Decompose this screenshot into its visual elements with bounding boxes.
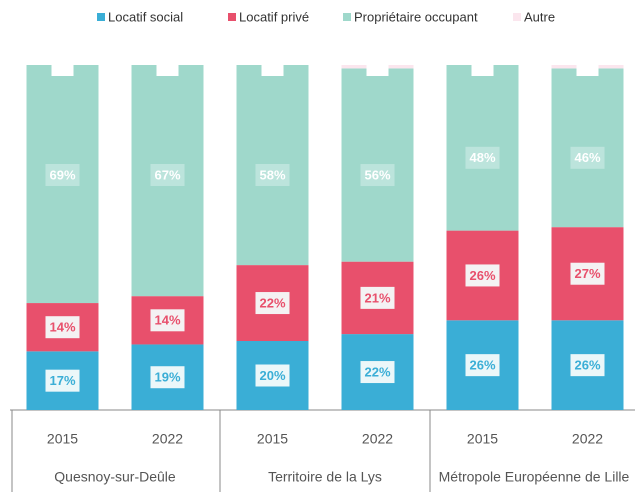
value-label: 17% (49, 373, 75, 388)
bar-segment (446, 65, 519, 231)
value-label-box (255, 164, 290, 186)
bar-segment (551, 68, 624, 228)
bar-notch (51, 64, 74, 76)
value-label: 22% (364, 364, 390, 379)
x-tick-label: 2015 (257, 431, 288, 447)
value-label-box (465, 354, 500, 377)
value-label-box (570, 354, 605, 377)
x-tick-label: 2015 (47, 431, 78, 447)
x-tick-label: 2022 (152, 431, 183, 447)
bar-notch (366, 64, 389, 76)
bar-segment (26, 65, 99, 304)
value-label: 20% (259, 368, 285, 383)
bar-segment (341, 68, 414, 262)
value-label: 58% (259, 167, 285, 182)
legend-label: Locatif privé (239, 9, 309, 24)
value-label: 14% (154, 313, 180, 328)
x-tick-label: 2022 (362, 431, 393, 447)
value-label: 46% (574, 150, 600, 165)
x-tick-label: 2022 (572, 431, 603, 447)
value-label: 21% (364, 290, 390, 305)
value-label-box (150, 309, 185, 332)
value-label-box (465, 146, 500, 169)
group-label: Territoire de la Lys (268, 469, 382, 485)
value-label-box (45, 316, 80, 339)
legend-label: Propriétaire occupant (354, 9, 478, 24)
value-label: 27% (574, 266, 600, 281)
value-label: 56% (364, 167, 390, 182)
value-label-box (45, 164, 80, 186)
value-label: 26% (469, 358, 495, 373)
value-label-box (150, 164, 185, 186)
value-label-box (150, 366, 185, 389)
bar-notch (261, 64, 284, 76)
value-label: 69% (49, 167, 75, 182)
value-label: 67% (154, 167, 180, 182)
legend-swatch (513, 13, 521, 21)
value-label: 22% (259, 295, 285, 310)
x-tick-label: 2015 (467, 431, 498, 447)
bar-segment (236, 65, 309, 266)
value-label-box (255, 364, 290, 387)
bar-notch (471, 64, 494, 76)
bar-segment (131, 65, 204, 297)
value-label-box (360, 286, 395, 309)
value-label: 14% (49, 320, 75, 335)
legend-label: Locatif social (108, 9, 183, 24)
value-label-box (360, 361, 395, 384)
bar-notch (156, 64, 179, 76)
value-label-box (45, 369, 80, 392)
value-label-box (570, 146, 605, 169)
legend-swatch (97, 13, 105, 21)
value-label: 26% (469, 268, 495, 283)
group-label: Métropole Européenne de Lille (439, 469, 630, 485)
value-label: 26% (574, 358, 600, 373)
value-label: 48% (469, 150, 495, 165)
group-label: Quesnoy-sur-Deûle (54, 469, 176, 485)
value-label: 19% (154, 370, 180, 385)
bar-notch (576, 64, 599, 76)
value-label-box (255, 292, 290, 315)
value-label-box (360, 164, 395, 187)
value-label-box (570, 262, 605, 285)
value-label-box (465, 264, 500, 287)
legend-label: Autre (524, 9, 555, 24)
legend-swatch (228, 13, 236, 21)
legend-swatch (343, 13, 351, 21)
